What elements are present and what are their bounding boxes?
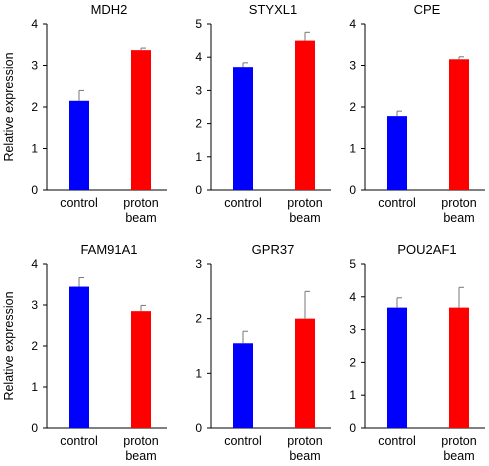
bar-control (69, 100, 89, 190)
y-tick-label: 2 (349, 355, 356, 369)
panel-title: POU2AF1 (397, 242, 456, 257)
category-label: control (60, 434, 98, 448)
bar-control (387, 116, 407, 190)
y-tick-label: 1 (31, 142, 38, 156)
bar-proton-beam (449, 59, 469, 191)
y-tick-label: 0 (31, 421, 38, 435)
bar-proton-beam (449, 307, 469, 428)
y-axis-label: Relative expression (2, 291, 16, 400)
bar-proton-beam (295, 318, 315, 428)
category-label: proton beam (123, 196, 158, 225)
category-label: proton beam (123, 434, 158, 463)
y-tick-label: 2 (195, 117, 202, 131)
panel-title: MDH2 (91, 2, 128, 17)
category-label: control (60, 196, 98, 210)
bar-proton-beam (295, 40, 315, 190)
y-tick-label: 4 (349, 17, 356, 31)
y-tick-label: 1 (349, 388, 356, 402)
bar-control (387, 307, 407, 428)
y-tick-label: 1 (349, 142, 356, 156)
panel-title: CPE (414, 2, 441, 17)
y-tick-label: 2 (31, 100, 38, 114)
bar-proton-beam (131, 311, 151, 428)
bar-control (233, 67, 253, 190)
y-tick-label: 2 (31, 339, 38, 353)
y-tick-label: 1 (195, 366, 202, 380)
y-tick-label: 2 (349, 100, 356, 114)
y-tick-label: 3 (31, 59, 38, 73)
category-label: control (224, 196, 262, 210)
y-tick-label: 3 (195, 257, 202, 271)
y-tick-label: 4 (31, 17, 38, 31)
y-tick-label: 2 (195, 312, 202, 326)
y-tick-label: 3 (195, 83, 202, 97)
bar-control (69, 286, 89, 428)
y-tick-label: 0 (195, 183, 202, 197)
y-tick-label: 4 (195, 50, 202, 64)
y-tick-label: 3 (349, 323, 356, 337)
y-tick-label: 0 (349, 421, 356, 435)
y-tick-label: 0 (195, 421, 202, 435)
bar-proton-beam (131, 50, 151, 190)
y-tick-label: 0 (349, 183, 356, 197)
y-tick-label: 4 (31, 257, 38, 271)
y-tick-label: 0 (31, 183, 38, 197)
category-label: proton beam (287, 434, 322, 463)
bar-control (233, 343, 253, 428)
y-tick-label: 4 (349, 290, 356, 304)
panel-title: FAM91A1 (80, 242, 137, 257)
category-label: control (224, 434, 262, 448)
y-tick-label: 3 (31, 298, 38, 312)
panel-title: GPR37 (252, 242, 295, 257)
category-label: control (378, 434, 416, 448)
y-axis-label: Relative expression (2, 52, 16, 161)
category-label: proton beam (287, 196, 322, 225)
y-tick-label: 5 (195, 17, 202, 31)
y-tick-label: 5 (349, 257, 356, 271)
panel-title: STYXL1 (249, 2, 297, 17)
y-tick-label: 1 (31, 380, 38, 394)
category-label: proton beam (441, 196, 476, 225)
y-tick-label: 3 (349, 59, 356, 73)
category-label: proton beam (441, 434, 476, 463)
category-label: control (378, 196, 416, 210)
y-tick-label: 1 (195, 150, 202, 164)
